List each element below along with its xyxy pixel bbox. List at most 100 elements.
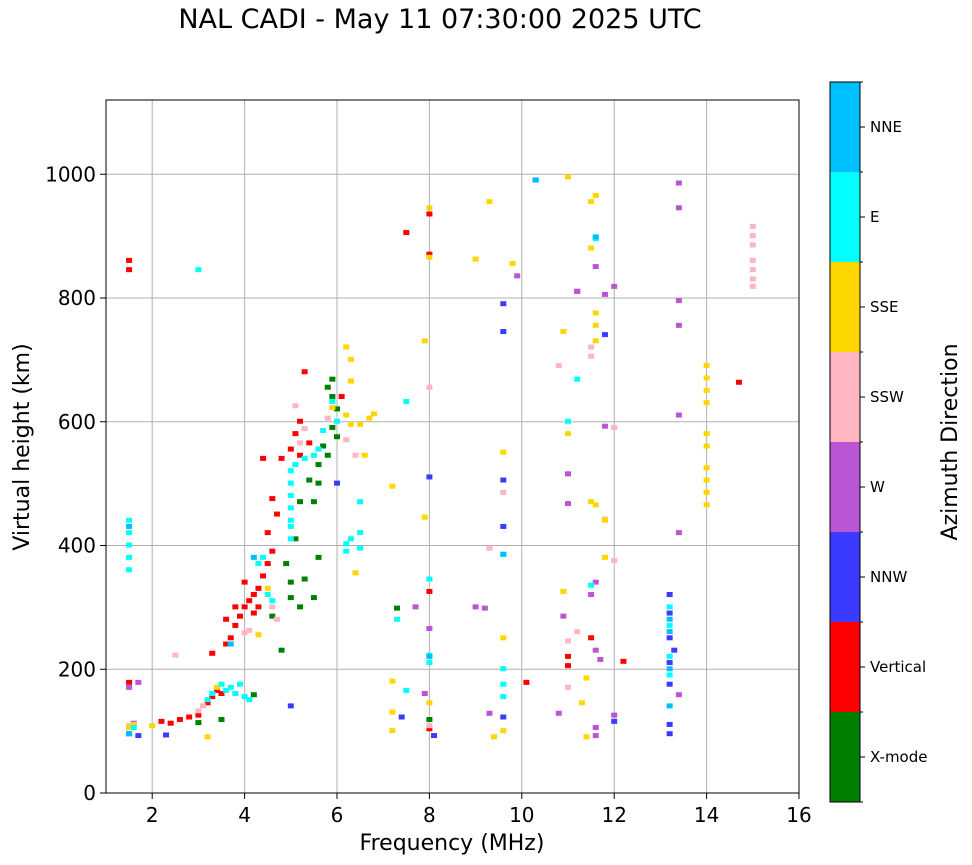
data-point xyxy=(565,638,571,644)
y-tick-label: 0 xyxy=(83,781,96,805)
data-point xyxy=(186,714,193,720)
data-point xyxy=(500,329,507,335)
data-point xyxy=(301,455,308,461)
data-point xyxy=(611,283,618,289)
data-point xyxy=(500,666,507,672)
data-point xyxy=(749,223,756,229)
data-point xyxy=(218,681,225,687)
data-point xyxy=(588,582,595,588)
data-point xyxy=(666,610,673,616)
data-point xyxy=(588,353,595,359)
data-point xyxy=(287,523,294,529)
data-point xyxy=(666,629,673,635)
data-point xyxy=(666,666,673,672)
data-point xyxy=(703,363,710,369)
data-point xyxy=(611,718,618,724)
data-point xyxy=(283,561,290,567)
data-point xyxy=(223,687,230,693)
colorbar-segment xyxy=(830,262,860,352)
data-point xyxy=(592,310,599,316)
data-point xyxy=(297,440,304,446)
data-point xyxy=(592,733,599,739)
data-point xyxy=(735,379,742,385)
data-point xyxy=(329,376,336,382)
colorbar-tick-label: W xyxy=(870,478,885,496)
data-point xyxy=(246,697,253,703)
data-point xyxy=(703,431,710,437)
colorbar-segment xyxy=(830,712,860,802)
data-point xyxy=(334,434,340,440)
data-point xyxy=(292,403,299,409)
series-x-mode xyxy=(195,376,433,726)
data-point xyxy=(329,394,336,399)
data-point xyxy=(126,725,133,731)
data-point xyxy=(514,273,521,279)
data-point xyxy=(255,604,262,610)
grid-lines xyxy=(106,100,799,793)
data-point xyxy=(601,332,608,338)
data-point xyxy=(574,376,581,382)
data-point xyxy=(500,523,507,529)
data-point xyxy=(426,588,433,594)
data-point xyxy=(588,592,595,597)
data-point xyxy=(287,517,294,523)
data-point xyxy=(135,733,142,739)
data-point xyxy=(592,579,599,585)
data-point xyxy=(426,384,433,390)
series-ssw xyxy=(126,223,756,729)
colorbar-segment xyxy=(830,82,860,172)
data-point xyxy=(241,604,248,610)
data-point xyxy=(213,687,220,693)
data-point xyxy=(255,561,262,567)
data-point xyxy=(426,716,433,722)
data-point xyxy=(130,725,137,731)
data-point xyxy=(301,426,308,432)
data-marks xyxy=(126,174,756,740)
data-point xyxy=(398,714,405,720)
data-point xyxy=(675,322,682,328)
data-point xyxy=(209,650,216,656)
data-point xyxy=(297,499,304,505)
data-point xyxy=(227,635,234,641)
colorbar-frame xyxy=(829,81,861,803)
data-point xyxy=(329,405,336,411)
data-point xyxy=(292,431,299,437)
data-point xyxy=(370,411,377,417)
data-point xyxy=(273,616,280,622)
data-point xyxy=(241,579,248,585)
data-point xyxy=(195,267,202,273)
data-point xyxy=(703,387,710,393)
data-point xyxy=(611,712,618,718)
data-point xyxy=(601,291,608,297)
y-tick-label: 600 xyxy=(58,410,96,434)
data-point xyxy=(601,423,608,429)
y-axis-label: Virtual height (km) xyxy=(10,343,35,550)
data-point xyxy=(343,548,350,554)
data-point xyxy=(675,205,682,211)
data-point xyxy=(306,440,313,446)
data-point xyxy=(592,338,599,344)
data-point xyxy=(671,647,678,653)
data-point xyxy=(675,530,682,536)
data-point xyxy=(347,356,354,362)
x-tick-label: 16 xyxy=(786,803,811,827)
data-point xyxy=(592,234,599,240)
data-point xyxy=(236,613,243,619)
data-point xyxy=(361,452,368,458)
data-point xyxy=(126,530,133,536)
data-point xyxy=(269,496,276,502)
data-point xyxy=(431,733,438,739)
data-point xyxy=(592,725,599,731)
data-point xyxy=(172,652,179,658)
data-point xyxy=(611,424,618,430)
data-point xyxy=(176,716,183,722)
data-point xyxy=(334,418,340,424)
data-point xyxy=(389,728,396,734)
x-tick-label: 6 xyxy=(331,803,344,827)
data-point xyxy=(749,242,756,248)
series-e xyxy=(126,236,673,731)
data-point xyxy=(703,375,710,381)
data-point xyxy=(250,554,257,560)
data-point xyxy=(389,678,396,684)
data-point xyxy=(389,709,396,715)
